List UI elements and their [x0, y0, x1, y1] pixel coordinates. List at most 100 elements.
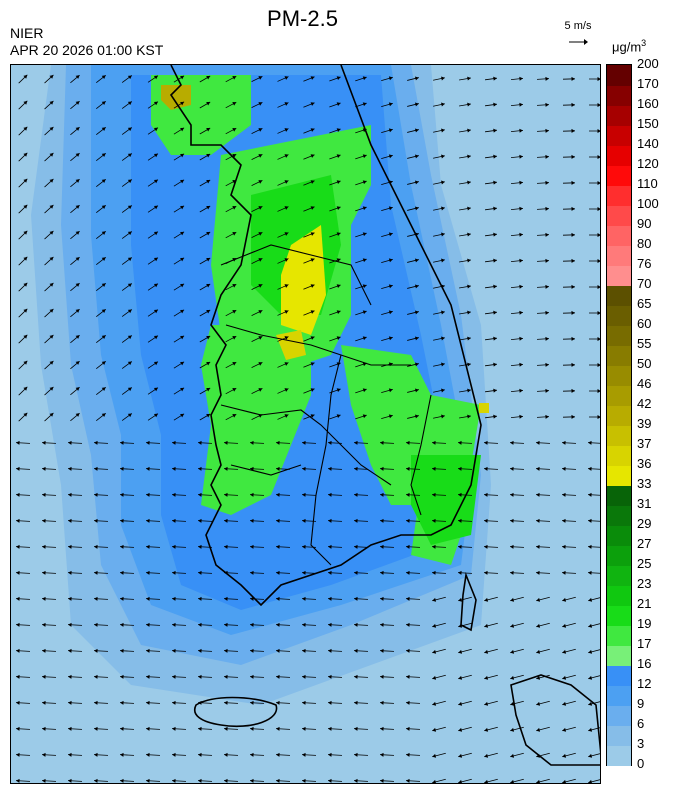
wind-arrow-head [484, 597, 489, 602]
wind-arrow-head [414, 414, 419, 419]
wind-arrow-head [198, 752, 202, 757]
unit-label: μg/m3 [612, 38, 647, 55]
wind-arrow-head [23, 74, 28, 79]
wind-arrow-head [571, 102, 575, 107]
wind-arrow-head [232, 258, 237, 262]
wind-arrow-head [597, 103, 600, 108]
wind-arrow-head [406, 726, 410, 731]
wind-arrow-head [224, 752, 228, 757]
wind-arrow-head [380, 622, 384, 627]
wind-arrow-head [510, 649, 515, 654]
wind-arrow-head [588, 649, 593, 654]
wind-arrow-head [571, 232, 575, 237]
wind-arrow-head [68, 596, 72, 601]
wind-arrow-head [284, 128, 289, 132]
wind-arrow-head [388, 258, 393, 263]
wind-arrow-head [510, 727, 515, 732]
wind-arrow-head [536, 779, 540, 783]
wind-arrow-head [206, 76, 211, 80]
wind-arrow-head [127, 153, 132, 158]
wind-arrow-head [458, 701, 463, 706]
jeju-island [194, 696, 278, 728]
wind-arrow-head [302, 466, 306, 471]
wind-arrow-head [172, 518, 176, 523]
wind-arrow-head [146, 674, 150, 679]
wind-arrow-head [388, 154, 393, 159]
wind-arrow-head [545, 310, 549, 315]
wind-arrow-head [467, 128, 471, 133]
wind-arrow-head [571, 154, 575, 159]
wind-arrow-head [68, 648, 72, 653]
wind-arrow-head [250, 440, 254, 445]
wind-arrow-head [493, 232, 497, 237]
wind-arrow-head [42, 700, 46, 705]
wind-arrow-head [588, 570, 592, 575]
wind-arrow-head [388, 336, 393, 341]
wind-arrow-head [180, 387, 185, 392]
wind-arrow-head [276, 596, 280, 601]
legend-label: 23 [637, 576, 652, 591]
wind-arrow-head [432, 518, 436, 523]
legend-color-box [607, 325, 631, 346]
wind-arrow-head [493, 206, 497, 211]
wind-arrow-head [510, 518, 514, 523]
wind-arrow-head [388, 232, 393, 237]
legend-color-box [607, 165, 631, 186]
wind-arrow-head [146, 492, 150, 497]
wind-arrow-head [16, 752, 20, 757]
wind-arrow-head [588, 544, 592, 549]
wind-arrow-head [536, 440, 540, 445]
wind-arrow-head [153, 127, 158, 132]
wind-arrow-head [284, 414, 289, 418]
wind-arrow-head [101, 387, 106, 392]
wind-arrow-head [328, 726, 332, 731]
wind-arrow-head [414, 102, 419, 107]
pm25-map[interactable] [10, 64, 601, 784]
wind-arrow-head [127, 127, 132, 132]
wind-arrow-head [519, 180, 523, 185]
wind-arrow-head [406, 492, 410, 497]
wind-arrow-head [336, 310, 341, 315]
wind-arrow-head [284, 154, 289, 158]
wind-arrow-head [153, 179, 158, 184]
wind-arrow-head [310, 284, 315, 288]
wind-arrow-head [146, 570, 150, 575]
wind-arrow-head [206, 232, 211, 236]
wind-arrow-head [16, 778, 20, 783]
legend-color-box [607, 245, 631, 266]
wind-arrow-head [597, 337, 600, 342]
legend-color-box [607, 345, 631, 366]
wind-arrow-head [441, 154, 445, 159]
wind-arrow-head [328, 518, 332, 523]
wind-arrow-head [597, 415, 600, 420]
wind-arrow-head [406, 466, 410, 471]
wind-arrow-head [206, 206, 211, 210]
wind-vectors [15, 74, 600, 783]
wind-reference-arrow-icon [569, 39, 588, 45]
wind-arrow-head [493, 128, 497, 133]
wind-arrow-head [432, 701, 437, 706]
wind-arrow-head [101, 361, 106, 366]
wind-arrow-head [441, 414, 445, 419]
wind-arrow-head [536, 570, 540, 575]
wind-arrow-head [406, 778, 410, 783]
wind-arrow-head [362, 154, 367, 159]
wind-arrow-head [120, 622, 124, 627]
wind-arrow-head [224, 700, 228, 705]
wind-arrow-head [153, 153, 158, 158]
wind-arrow-head [519, 336, 523, 341]
wind-arrow-head [153, 231, 158, 236]
wind-arrow-head [180, 153, 185, 158]
wind-arrow-head [180, 361, 185, 366]
wind-arrow-head [198, 518, 202, 523]
legend-color-box [607, 125, 631, 146]
wind-arrow-head [328, 596, 332, 601]
wind-arrow-head [519, 388, 523, 393]
wind-arrow-head [16, 518, 20, 523]
wind-arrow-head [276, 648, 280, 653]
wind-arrow-head [94, 700, 98, 705]
wind-arrow-head [120, 674, 124, 679]
wind-arrow-head [467, 336, 471, 341]
wind-arrow-head [432, 727, 437, 732]
wind-arrow-head [510, 544, 514, 549]
